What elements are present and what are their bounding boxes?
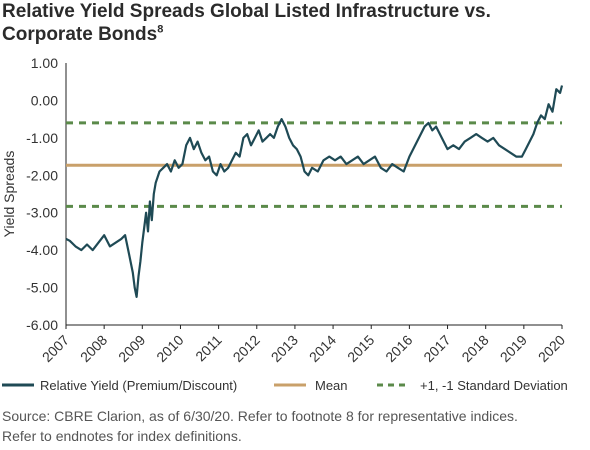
chart-title: Relative Yield Spreads Global Listed Inf… bbox=[2, 0, 491, 46]
y-tick-label: -4.00 bbox=[26, 242, 58, 258]
x-tick-label: 2020 bbox=[535, 332, 568, 365]
x-tick-label: 2018 bbox=[458, 332, 491, 365]
y-tick-label: -6.00 bbox=[26, 317, 58, 333]
legend-label: Mean bbox=[315, 378, 348, 393]
y-tick-label: -3.00 bbox=[26, 205, 58, 221]
source-line-1: Source: CBRE Clarion, as of 6/30/20. Ref… bbox=[2, 408, 518, 424]
y-tick-label: -5.00 bbox=[26, 280, 58, 296]
x-tick-label: 2019 bbox=[497, 332, 530, 365]
x-tick-label: 2017 bbox=[420, 332, 453, 365]
legend-label: +1, -1 Standard Deviation bbox=[420, 378, 568, 393]
y-tick-label: -1.00 bbox=[26, 130, 58, 146]
source-line-2: Refer to endnotes for index definitions. bbox=[2, 428, 242, 444]
y-tick-label: 1.00 bbox=[31, 55, 58, 71]
chart-title-line1: Relative Yield Spreads Global Listed Inf… bbox=[2, 1, 491, 45]
relative-yield-line bbox=[65, 85, 564, 298]
legend-label: Relative Yield (Premium/Discount) bbox=[40, 378, 237, 393]
x-tick-label: 2016 bbox=[382, 332, 415, 365]
y-tick-label: -2.00 bbox=[26, 167, 58, 183]
x-tick-label: 2010 bbox=[153, 332, 186, 365]
x-tick-label: 2011 bbox=[192, 332, 225, 365]
x-tick-label: 2013 bbox=[268, 332, 301, 365]
x-tick-label: 2012 bbox=[230, 332, 263, 365]
x-tick-label: 2009 bbox=[115, 332, 148, 365]
y-axis-label: Yield Spreads bbox=[1, 151, 17, 238]
x-tick-label: 2007 bbox=[39, 332, 72, 365]
x-tick-label: 2015 bbox=[344, 332, 377, 365]
x-tick-label: 2008 bbox=[77, 332, 110, 365]
x-tick-label: 2014 bbox=[306, 332, 339, 365]
y-tick-label: 0.00 bbox=[31, 92, 58, 108]
chart-title-footnote: 8 bbox=[157, 23, 164, 36]
source-note: Source: CBRE Clarion, as of 6/30/20. Ref… bbox=[2, 406, 588, 446]
